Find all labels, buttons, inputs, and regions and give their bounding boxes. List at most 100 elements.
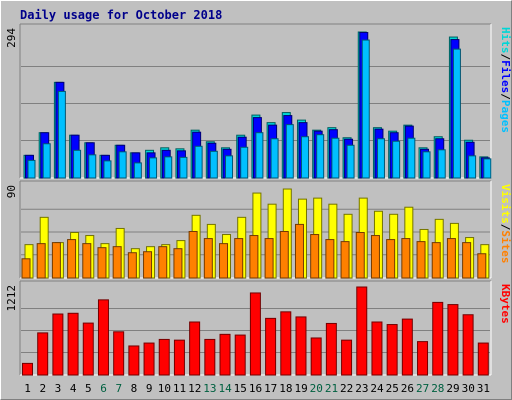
x-tick-label: 28 [431, 382, 444, 395]
bar-sites [386, 239, 396, 279]
bar-pages [468, 155, 477, 179]
bar-kbytes [310, 337, 322, 376]
bar-pages [346, 144, 355, 179]
bar-pages [27, 159, 36, 179]
bar-sites [203, 238, 213, 279]
x-tick-label: 30 [462, 382, 475, 395]
x-tick-label: 20 [310, 382, 323, 395]
bar-pages [73, 149, 82, 179]
bar-sites [219, 243, 229, 279]
bar-sites [127, 252, 137, 279]
x-tick-label: 24 [370, 382, 384, 395]
bar-kbytes [386, 324, 398, 376]
x-tick-label: 12 [188, 382, 201, 395]
bar-sites [51, 242, 61, 279]
bar-sites [82, 243, 92, 279]
bar-pages [57, 90, 66, 179]
y-max-label: 90 [5, 185, 18, 198]
bar-sites [173, 248, 183, 279]
bar-sites [264, 238, 274, 279]
bar-sites [477, 253, 487, 279]
bar-sites [279, 230, 289, 279]
x-tick-label: 14 [218, 382, 232, 395]
x-tick-label: 31 [477, 382, 490, 395]
bar-kbytes [143, 342, 155, 376]
bar-kbytes [477, 342, 489, 376]
bar-pages [42, 143, 51, 179]
legend-entry-pages: Pages [499, 100, 512, 133]
bar-pages [376, 138, 385, 179]
bar-kbytes [265, 317, 277, 376]
bar-kbytes [371, 321, 383, 376]
legend: KBytes [499, 284, 512, 324]
bar-sites [143, 251, 153, 279]
bar-pages [392, 140, 401, 179]
bar-sites [21, 258, 31, 279]
y-max-label: 294 [5, 28, 18, 48]
legend-separator: / [499, 93, 512, 100]
x-tick-label: 17 [264, 382, 277, 395]
legend-entry-files: Files [499, 60, 512, 93]
bar-pages [483, 158, 492, 179]
bar-kbytes [52, 313, 64, 376]
bar-kbytes [219, 333, 231, 376]
bar-sites [340, 241, 350, 279]
legend-entry-kbytes: KBytes [499, 284, 512, 324]
bar-kbytes [447, 304, 459, 376]
bar-kbytes [401, 318, 413, 376]
chart-title: Daily usage for October 2018 [20, 8, 223, 22]
bar-sites [446, 238, 456, 279]
bar-kbytes [234, 334, 246, 376]
bar-pages [225, 155, 234, 179]
bar-sites [112, 246, 122, 279]
x-tick-label: 5 [85, 382, 92, 395]
bar-pages [316, 134, 325, 179]
bar-kbytes [295, 316, 307, 376]
legend: Hits/Files/Pages [499, 27, 512, 133]
x-tick-label: 3 [55, 382, 62, 395]
x-tick-label: 11 [173, 382, 186, 395]
bar-pages [285, 124, 294, 179]
bar-kbytes [417, 341, 429, 376]
bar-sites [416, 241, 426, 279]
x-tick-label: 23 [355, 382, 368, 395]
bar-kbytes [462, 314, 474, 376]
bar-sites [310, 234, 320, 279]
bar-kbytes [113, 331, 125, 376]
x-tick-label: 10 [158, 382, 171, 395]
bar-pages [149, 157, 158, 179]
bar-sites [188, 230, 198, 279]
x-tick-label: 4 [70, 382, 77, 395]
bar-pages [437, 149, 446, 179]
x-tick-label: 7 [115, 382, 122, 395]
bar-pages [422, 151, 431, 179]
bar-pages [118, 151, 127, 179]
x-tick-label: 18 [279, 382, 292, 395]
bar-pages [103, 160, 112, 179]
bar-sites [249, 235, 259, 279]
bar-sites [431, 242, 441, 279]
legend-separator: / [499, 224, 512, 231]
x-tick-label: 8 [131, 382, 138, 395]
x-tick-label: 21 [325, 382, 338, 395]
bar-kbytes [158, 338, 170, 376]
bar-pages [255, 132, 264, 179]
bar-kbytes [189, 321, 201, 376]
bar-kbytes [432, 301, 444, 376]
bar-kbytes [97, 299, 109, 376]
bar-kbytes [128, 345, 140, 376]
legend-entry-hits: Hits [499, 27, 512, 54]
legend-separator: / [499, 54, 512, 61]
bar-sites [294, 223, 304, 279]
bar-kbytes [204, 338, 216, 376]
x-tick-label: 16 [249, 382, 262, 395]
bar-sites [234, 238, 244, 279]
bar-kbytes [22, 362, 33, 376]
bar-pages [240, 146, 249, 179]
bar-kbytes [249, 292, 261, 376]
bar-kbytes [37, 332, 49, 376]
legend-entry-sites: Sites [499, 230, 512, 263]
bar-kbytes [82, 322, 94, 376]
legend: Visits/Sites [499, 184, 512, 264]
